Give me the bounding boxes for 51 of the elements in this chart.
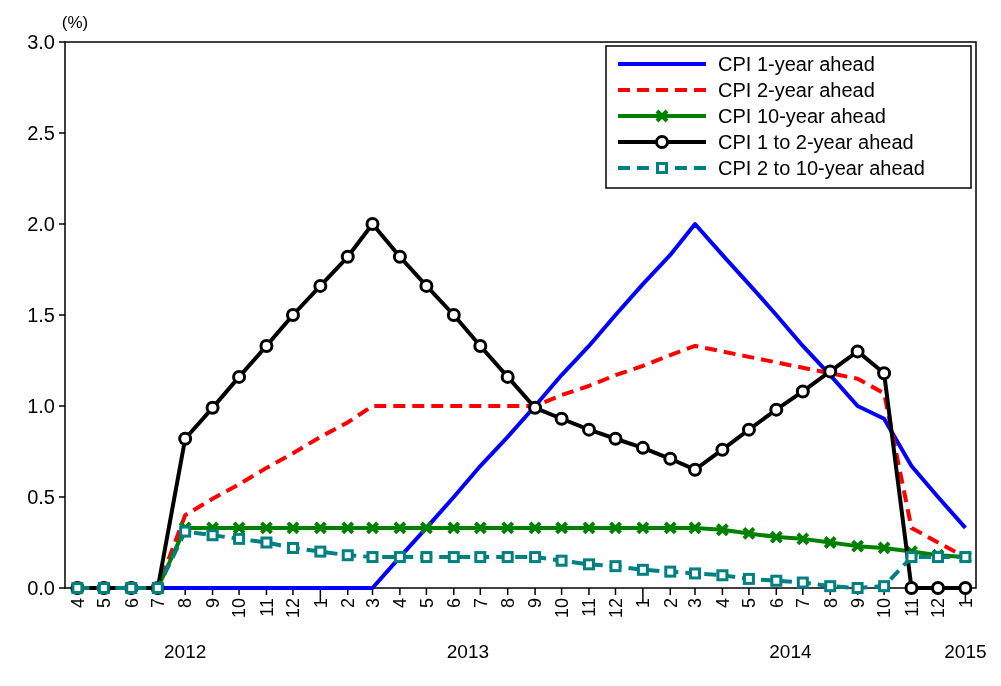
y-tick-label: 2.0	[27, 213, 55, 235]
y-tick-label: 0.0	[27, 577, 55, 599]
y-axis-title: (%)	[61, 13, 89, 32]
x-tick-label: 9	[847, 598, 868, 609]
x-tick-label: 7	[793, 598, 814, 609]
x-tick-label: 1	[633, 598, 654, 609]
y-tick-label: 0.5	[27, 486, 55, 508]
x-tick-label: 12	[605, 598, 626, 619]
x-tick-label: 8	[820, 598, 841, 609]
x-tick-label: 6	[766, 598, 787, 609]
x-tick-label: 11	[256, 598, 277, 617]
x-tick-label: 1	[310, 598, 331, 609]
x-tick-label: 3	[362, 598, 383, 609]
x-tick-label: 3	[685, 598, 706, 609]
x-tick-label: 12	[928, 598, 949, 619]
x-tick-label: 9	[525, 598, 546, 609]
text: 2015	[944, 641, 987, 662]
x-tick-label: 10	[874, 598, 895, 619]
x-tick-label: 12	[283, 598, 304, 619]
y-tick-label: 2.5	[27, 122, 55, 144]
x-tick-label: 1	[955, 598, 976, 609]
legend-label: CPI 1-year ahead	[718, 53, 875, 75]
text: 2012	[164, 641, 207, 662]
x-tick-label: 9	[202, 598, 223, 609]
x-tick-label: 5	[416, 598, 437, 609]
y-tick-label: 3.0	[27, 31, 55, 53]
x-tick-label: 8	[175, 598, 196, 609]
y-tick-label: 1.5	[27, 304, 55, 326]
x-tick-label: 7	[470, 598, 491, 609]
legend-label: CPI 1 to 2-year ahead	[718, 131, 914, 153]
x-tick-label: 6	[444, 598, 465, 609]
legend-label: CPI 10-year ahead	[718, 105, 886, 127]
legend-label: CPI 2-year ahead	[718, 79, 875, 101]
x-tick-label: 10	[229, 598, 250, 619]
x-tick-label: 4	[390, 598, 411, 609]
x-tick-label: 4	[712, 598, 733, 609]
x-tick-label: 8	[497, 598, 518, 609]
x-tick-label: 6	[121, 598, 142, 609]
y-tick-label: 1.0	[27, 395, 55, 417]
x-tick-label: 4	[67, 598, 88, 609]
x-tick-label: 2	[338, 598, 359, 609]
x-tick-label: 5	[94, 598, 115, 609]
text: 2014	[769, 641, 812, 662]
x-tick-label: 7	[148, 598, 169, 609]
legend-label: CPI 2 to 10-year ahead	[718, 157, 925, 179]
x-tick-label: 5	[739, 598, 760, 609]
x-tick-label: 10	[551, 598, 572, 619]
x-tick-label: 11	[579, 598, 600, 617]
x-tick-label: 2	[660, 598, 681, 609]
text: 2013	[446, 641, 490, 662]
x-tick-label: 11	[901, 598, 922, 617]
